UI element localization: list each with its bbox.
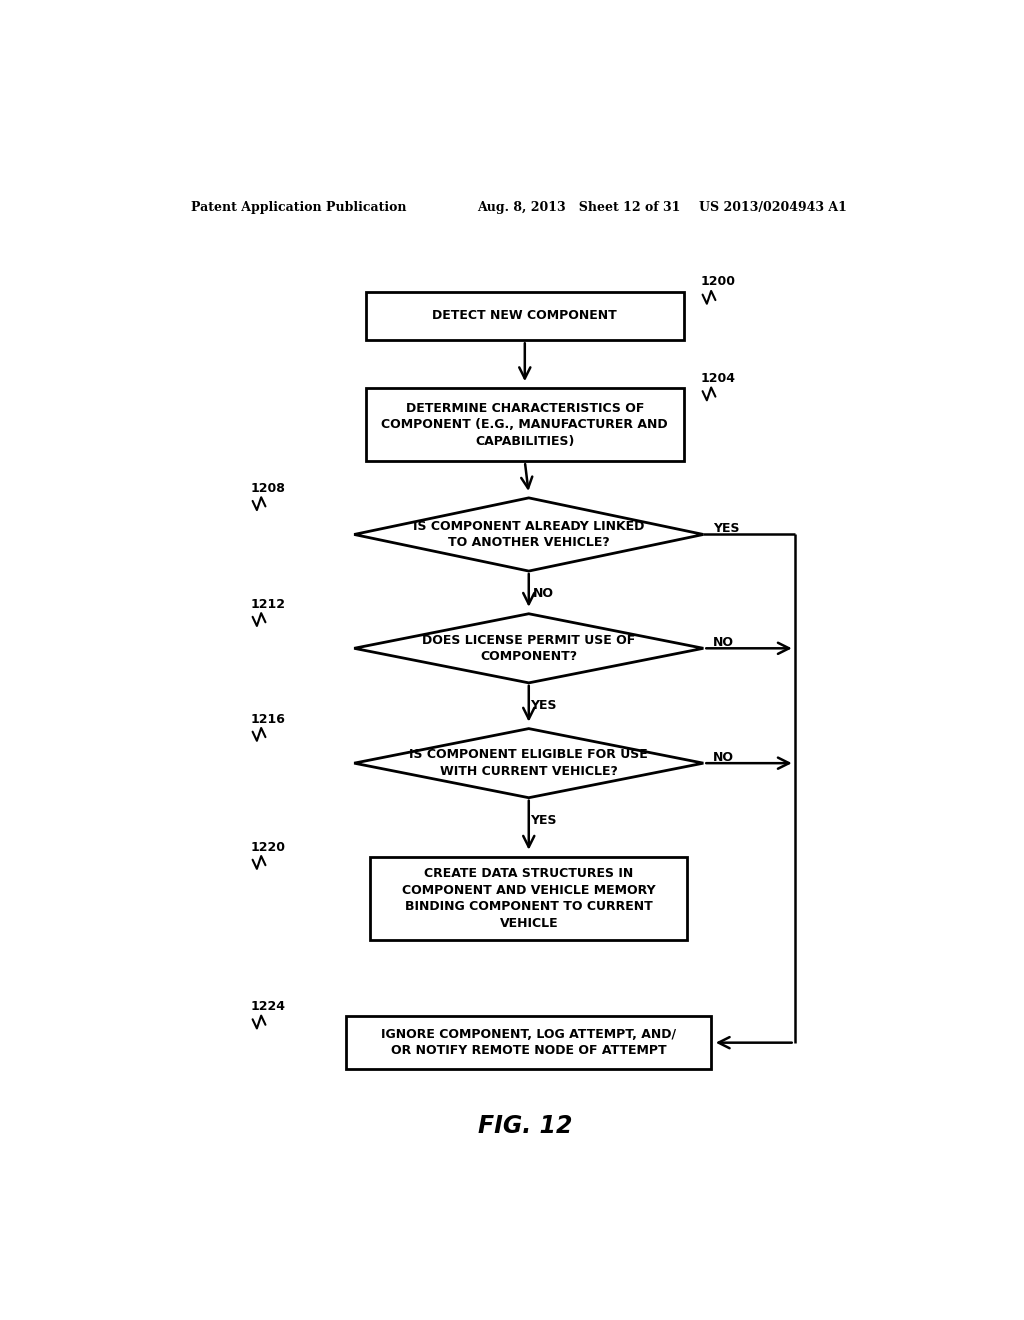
Text: Patent Application Publication: Patent Application Publication [191, 201, 407, 214]
FancyBboxPatch shape [367, 292, 684, 341]
Text: NO: NO [713, 751, 734, 763]
Text: DETECT NEW COMPONENT: DETECT NEW COMPONENT [432, 309, 617, 322]
Text: Aug. 8, 2013   Sheet 12 of 31: Aug. 8, 2013 Sheet 12 of 31 [477, 201, 681, 214]
Text: NO: NO [713, 636, 734, 648]
Text: IS COMPONENT ELIGIBLE FOR USE
WITH CURRENT VEHICLE?: IS COMPONENT ELIGIBLE FOR USE WITH CURRE… [410, 748, 648, 777]
Text: 1224: 1224 [251, 1001, 286, 1014]
Text: 1204: 1204 [701, 372, 736, 385]
Text: CREATE DATA STRUCTURES IN
COMPONENT AND VEHICLE MEMORY
BINDING COMPONENT TO CURR: CREATE DATA STRUCTURES IN COMPONENT AND … [402, 867, 655, 929]
FancyBboxPatch shape [370, 857, 687, 940]
Polygon shape [354, 729, 703, 797]
Polygon shape [354, 614, 703, 682]
Text: IGNORE COMPONENT, LOG ATTEMPT, AND/
OR NOTIFY REMOTE NODE OF ATTEMPT: IGNORE COMPONENT, LOG ATTEMPT, AND/ OR N… [381, 1028, 676, 1057]
FancyBboxPatch shape [367, 388, 684, 461]
Text: YES: YES [529, 813, 556, 826]
FancyBboxPatch shape [346, 1016, 712, 1069]
Text: IS COMPONENT ALREADY LINKED
TO ANOTHER VEHICLE?: IS COMPONENT ALREADY LINKED TO ANOTHER V… [413, 520, 644, 549]
Text: FIG. 12: FIG. 12 [477, 1114, 572, 1138]
Text: YES: YES [529, 698, 556, 711]
Text: YES: YES [713, 521, 739, 535]
Text: US 2013/0204943 A1: US 2013/0204943 A1 [699, 201, 847, 214]
Text: DOES LICENSE PERMIT USE OF
COMPONENT?: DOES LICENSE PERMIT USE OF COMPONENT? [422, 634, 636, 663]
Text: DETERMINE CHARACTERISTICS OF
COMPONENT (E.G., MANUFACTURER AND
CAPABILITIES): DETERMINE CHARACTERISTICS OF COMPONENT (… [382, 401, 668, 447]
Text: 1216: 1216 [251, 713, 286, 726]
Text: 1200: 1200 [701, 276, 736, 289]
Polygon shape [354, 498, 703, 572]
Text: 1208: 1208 [251, 482, 286, 495]
Text: 1220: 1220 [251, 841, 286, 854]
Text: NO: NO [532, 587, 554, 599]
Text: 1212: 1212 [251, 598, 286, 611]
